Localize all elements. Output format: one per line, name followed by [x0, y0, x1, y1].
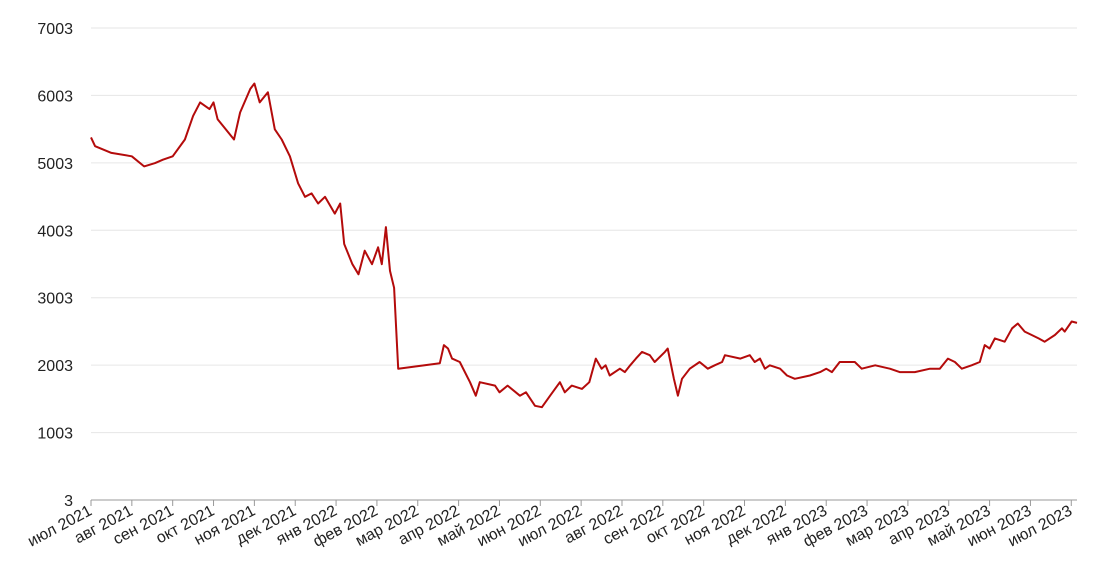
y-tick-label: 5003	[37, 156, 73, 173]
y-tick-label: 1003	[37, 426, 73, 443]
y-tick-label: 2003	[37, 358, 73, 375]
y-tick-label: 6003	[37, 88, 73, 105]
y-tick-label: 7003	[37, 21, 73, 38]
y-tick-label: 3003	[37, 291, 73, 308]
y-tick-label: 4003	[37, 223, 73, 240]
price-line	[90, 82, 1078, 409]
y-tick-label: 3	[64, 493, 73, 510]
